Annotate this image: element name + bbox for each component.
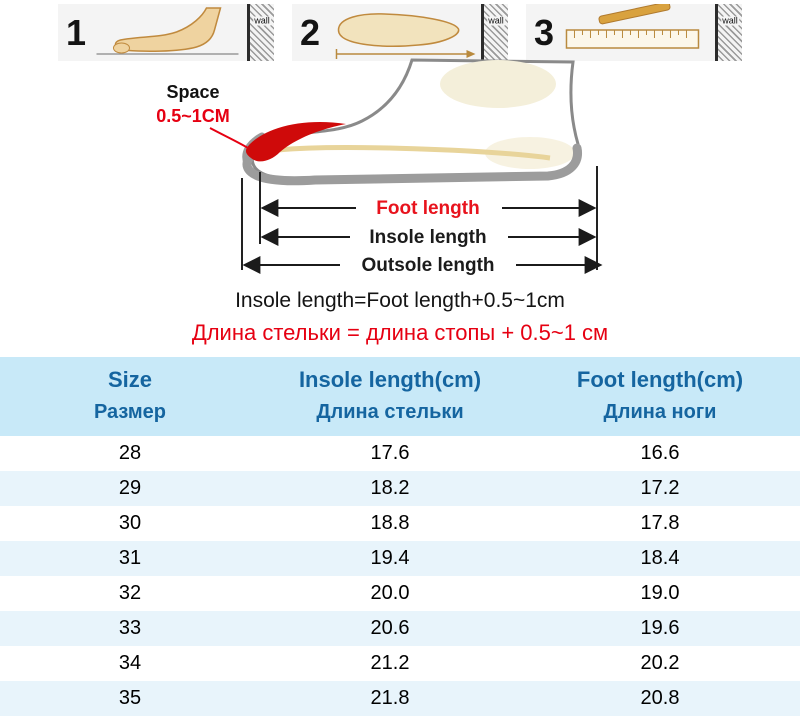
- table-row: 31 19.4 18.4: [0, 541, 800, 577]
- table-row: 33 20.6 19.6: [0, 611, 800, 647]
- table-row: 30 18.8 17.8: [0, 506, 800, 542]
- foot-top-illustration: [335, 13, 476, 59]
- table-cell: 20.6: [260, 611, 520, 647]
- formula-russian: Длина стельки = длина стопы + 0.5~1 см: [191, 320, 609, 345]
- table-cell: 34: [0, 646, 260, 682]
- wall-hatch-1: wall: [247, 4, 274, 61]
- wall-label: wall: [253, 15, 271, 26]
- space-pointer-line: [209, 127, 249, 149]
- heel-highlight: [485, 137, 575, 169]
- insole-line: [277, 145, 551, 161]
- header-size-ru: Размер: [93, 401, 167, 424]
- table-cell: 28: [0, 436, 260, 472]
- table-cell: 18.4: [520, 541, 800, 577]
- header-insole-length: Insole length(cm) Длина стельки: [260, 357, 520, 437]
- table-row: 29 18.2 17.2: [0, 471, 800, 507]
- leg-highlight: [440, 60, 556, 108]
- table-cell: 17.6: [260, 436, 520, 472]
- wall-hatch-3: wall: [715, 4, 742, 61]
- foot-side-illustration: [96, 7, 239, 55]
- table-cell: 32: [0, 576, 260, 612]
- table-cell: 20.2: [520, 646, 800, 682]
- space-value: 0.5~1CM: [156, 106, 230, 126]
- foot-length-label: Foot length: [376, 198, 479, 219]
- wall-label: wall: [721, 15, 739, 26]
- table-cell: 29: [0, 471, 260, 507]
- table-row: 32 20.0 19.0: [0, 576, 800, 612]
- header-size-en: Size: [107, 367, 153, 392]
- wall-label: wall: [487, 15, 505, 26]
- table-cell: 16.6: [520, 436, 800, 472]
- size-table-body: 28 17.6 16.6 29 18.2 17.2 30 18.8 17.8 31 19.4 18.4…: [0, 436, 800, 717]
- step-3: 3 wall: [526, 4, 742, 61]
- table-cell: 21.8: [260, 681, 520, 717]
- space-label: Space: [166, 82, 219, 102]
- size-table: Size Размер Insole length(cm) Длина стел…: [0, 357, 800, 717]
- step-2-number: 2: [300, 12, 321, 53]
- toe-space-marker: [246, 122, 346, 162]
- table-cell: 31: [0, 541, 260, 577]
- formula-english: Insole length=Foot length+0.5~1cm: [235, 289, 565, 312]
- table-cell: 21.2: [260, 646, 520, 682]
- table-cell: 17.2: [520, 471, 800, 507]
- table-row: 28 17.6 16.6: [0, 436, 800, 472]
- table-cell: 18.8: [260, 506, 520, 542]
- table-cell: 19.0: [520, 576, 800, 612]
- measurement-steps: 1 wall 2 wall 3: [0, 4, 800, 61]
- table-cell: 35: [0, 681, 260, 717]
- outsole-length-label: Outsole length: [362, 255, 495, 276]
- header-insole-en: Insole length(cm): [298, 367, 482, 392]
- table-cell: 20.0: [260, 576, 520, 612]
- table-header-row: Size Размер Insole length(cm) Длина стел…: [0, 357, 800, 437]
- table-cell: 17.8: [520, 506, 800, 542]
- table-cell: 19.4: [260, 541, 520, 577]
- table-cell: 19.6: [520, 611, 800, 647]
- header-insole-ru: Длина стельки: [316, 401, 464, 424]
- step-1: 1 wall: [58, 4, 274, 61]
- header-foot-length: Foot length(cm) Длина ноги: [520, 357, 800, 437]
- step-3-number: 3: [534, 12, 555, 53]
- ruler-illustration: [565, 4, 700, 49]
- table-cell: 18.2: [260, 471, 520, 507]
- insole-length-label: Insole length: [369, 227, 486, 248]
- table-row: 35 21.8 20.8: [0, 681, 800, 717]
- table-cell: 20.8: [520, 681, 800, 717]
- step-1-number: 1: [66, 12, 87, 53]
- wall-hatch-2: wall: [481, 4, 508, 61]
- table-cell: 33: [0, 611, 260, 647]
- shoe-measurement-diagram: Space 0.5~1CM Foot length Insole length …: [156, 58, 603, 276]
- table-cell: 30: [0, 506, 260, 542]
- header-foot-en: Foot length(cm): [576, 367, 744, 392]
- header-foot-ru: Длина ноги: [603, 401, 717, 424]
- header-size: Size Размер: [0, 357, 260, 437]
- table-row: 34 21.2 20.2: [0, 646, 800, 682]
- step-2: 2 wall: [292, 4, 508, 61]
